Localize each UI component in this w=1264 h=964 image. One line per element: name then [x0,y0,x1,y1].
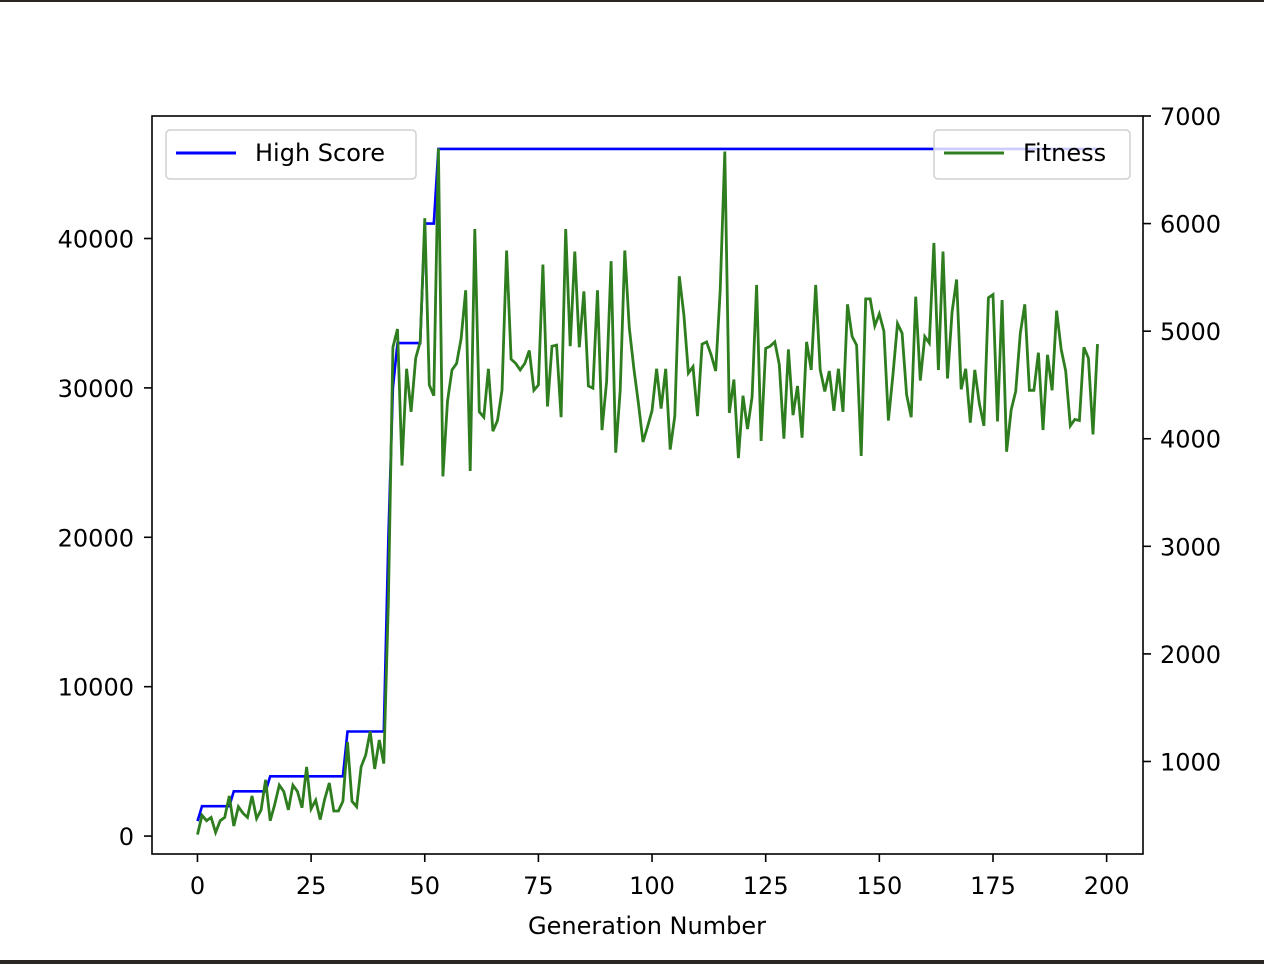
right-y-tick-label: 7000 [1160,103,1221,131]
left-y-tick-label: 0 [119,823,134,851]
axes-layer: 0 25 50 75 100 125 150 175 200010000200003000040… [58,103,1221,900]
right-y-tick-label: 6000 [1160,211,1221,239]
plot-area [151,115,1144,855]
right-y-tick-label: 2000 [1160,641,1221,669]
x-tick-label: 50 [409,872,440,900]
x-tick-label: 125 [743,872,789,900]
top-border [0,0,1264,2]
right-y-tick-label: 3000 [1160,533,1221,561]
legend-high-score-label: High Score [255,139,385,167]
legend-fitness-label: Fitness [1023,139,1106,167]
series-layer [196,147,1099,837]
right-y-tick-label: 1000 [1160,748,1221,776]
left-y-tick-label: 10000 [58,674,134,702]
x-tick-label: 175 [970,872,1016,900]
x-tick-label: 200 [1084,872,1130,900]
legend-fitness: Fitness [933,129,1131,180]
legend-high-score-box [165,129,417,180]
bottom-border [0,960,1264,964]
x-tick-label: 100 [629,872,675,900]
x-tick-label: 75 [523,872,554,900]
right-y-tick-label: 5000 [1160,318,1221,346]
left-y-tick-label: 40000 [58,226,134,254]
x-tick-label: 0 [190,872,205,900]
legend-fitness-box [933,129,1131,180]
series-line-fitness [196,148,1099,837]
x-tick-label: 150 [856,872,902,900]
x-tick-label: 25 [296,872,327,900]
x-axis-label: Generation Number [528,912,766,940]
left-y-tick-label: 20000 [58,524,134,552]
left-y-tick-label: 30000 [58,375,134,403]
right-y-tick-label: 4000 [1160,426,1221,454]
legend-high-score: High Score [165,129,417,180]
